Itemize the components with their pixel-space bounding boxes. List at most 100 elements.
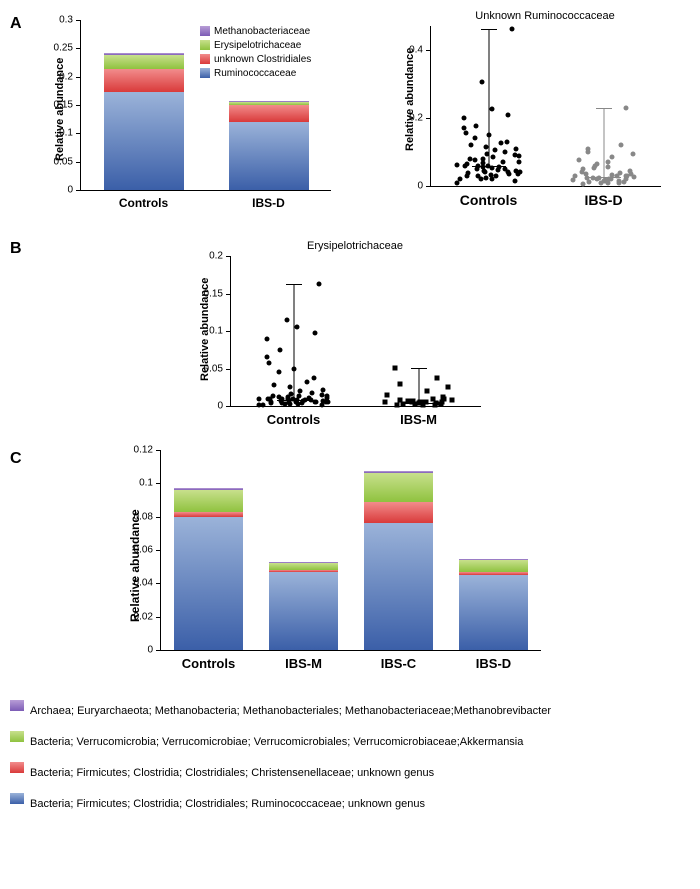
- x-tick-label: IBS-C: [381, 650, 416, 671]
- data-point: [276, 395, 281, 400]
- legend-item: Bacteria; Firmicutes; Clostridia; Clostr…: [10, 762, 690, 783]
- y-tick-label: 0.2: [209, 251, 231, 262]
- legend-swatch: [200, 26, 210, 36]
- legend-label: Erysipelotrichaceae: [214, 40, 301, 51]
- data-point: [506, 112, 511, 117]
- data-point: [289, 392, 294, 397]
- data-point: [458, 177, 463, 182]
- bar-segment: [269, 572, 337, 650]
- data-point: [618, 171, 623, 176]
- data-point: [296, 394, 301, 399]
- chart-title: Unknown Ruminococcaceae: [430, 10, 660, 22]
- data-point: [627, 168, 632, 173]
- bar-segment: [229, 122, 309, 190]
- legend-item: Ruminococcaceae: [200, 67, 311, 81]
- panel-a-stacked-chart: Relative abundance 00.050.10.150.20.250.…: [80, 20, 330, 190]
- data-point: [468, 143, 473, 148]
- data-point: [298, 389, 303, 394]
- data-point: [489, 173, 494, 178]
- data-point: [483, 144, 488, 149]
- data-point: [610, 155, 615, 160]
- data-point: [411, 398, 416, 403]
- bottom-legend: Archaea; Euryarchaeota; Methanobacteria;…: [10, 700, 690, 814]
- chart-area: 00.050.10.150.2ControlsIBS-M: [230, 256, 481, 407]
- data-point: [424, 399, 429, 404]
- data-point: [517, 160, 522, 165]
- data-point: [513, 168, 518, 173]
- data-point: [587, 179, 592, 184]
- bar-segment: [174, 488, 242, 491]
- data-point: [311, 375, 316, 380]
- data-point: [487, 132, 492, 137]
- bar-segment: [229, 101, 309, 102]
- data-point: [463, 131, 468, 136]
- data-point: [257, 396, 262, 401]
- data-point: [609, 173, 614, 178]
- data-point: [480, 80, 485, 85]
- data-point: [304, 380, 309, 385]
- bar-segment: [364, 473, 432, 501]
- data-point: [440, 395, 445, 400]
- bar-segment: [174, 512, 242, 517]
- bar-segment: [364, 523, 432, 650]
- legend-label: Archaea; Euryarchaeota; Methanobacteria;…: [30, 705, 551, 717]
- data-point: [596, 175, 601, 180]
- data-point: [454, 162, 459, 167]
- legend-swatch: [10, 793, 24, 804]
- legend-item: Erysipelotrichaceae: [200, 39, 311, 53]
- data-point: [500, 159, 505, 164]
- legend-swatch: [200, 54, 210, 64]
- data-point: [264, 355, 269, 360]
- y-tick-label: 0: [217, 401, 231, 412]
- bar-segment: [269, 570, 337, 572]
- bar: [364, 471, 432, 650]
- y-tick-label: 0.25: [54, 43, 81, 54]
- x-tick-label: IBS-D: [252, 190, 285, 210]
- y-tick-label: 0.06: [134, 545, 161, 556]
- panel-a-scatter-chart: Unknown Ruminococcaceae Relative abundan…: [430, 10, 660, 187]
- data-point: [472, 136, 477, 141]
- data-point: [265, 336, 270, 341]
- data-point: [494, 174, 499, 179]
- legend-swatch: [10, 762, 24, 773]
- data-point: [291, 397, 296, 402]
- data-point: [312, 330, 317, 335]
- y-tick-label: 0.3: [59, 15, 81, 26]
- data-point: [462, 126, 467, 131]
- legend-item: Archaea; Euryarchaeota; Methanobacteria;…: [10, 700, 690, 721]
- data-point: [405, 398, 410, 403]
- data-point: [492, 148, 497, 153]
- data-point: [483, 175, 488, 180]
- data-point: [577, 158, 582, 163]
- x-tick-label: Controls: [119, 190, 168, 210]
- data-point: [584, 172, 589, 177]
- bar: [229, 101, 309, 190]
- data-point: [496, 165, 501, 170]
- legend-label: Methanobacteriaceae: [214, 26, 310, 37]
- bar-segment: [229, 102, 309, 105]
- data-point: [450, 398, 455, 403]
- x-tick-label: IBS-D: [584, 186, 622, 208]
- data-point: [475, 163, 480, 168]
- legend-swatch: [10, 731, 24, 742]
- x-tick-label: IBS-D: [476, 650, 511, 671]
- legend-item: Bacteria; Firmicutes; Clostridia; Clostr…: [10, 793, 690, 814]
- legend-item: Methanobacteriaceae: [200, 25, 311, 39]
- data-point: [270, 394, 275, 399]
- data-point: [491, 155, 496, 160]
- chart-area: 00.20.4ControlsIBS-D: [430, 26, 661, 187]
- data-point: [306, 395, 311, 400]
- data-point: [266, 360, 271, 365]
- data-point: [498, 141, 503, 146]
- y-tick-label: 0.08: [134, 511, 161, 522]
- bar: [174, 488, 242, 651]
- data-point: [502, 166, 507, 171]
- data-point: [309, 390, 314, 395]
- bar-segment: [174, 490, 242, 512]
- y-tick-label: 0: [147, 645, 161, 656]
- data-point: [321, 387, 326, 392]
- legend-label: unknown Clostridiales: [214, 54, 311, 65]
- bar-segment: [269, 563, 337, 570]
- bar-segment: [104, 55, 184, 70]
- data-point: [472, 158, 477, 163]
